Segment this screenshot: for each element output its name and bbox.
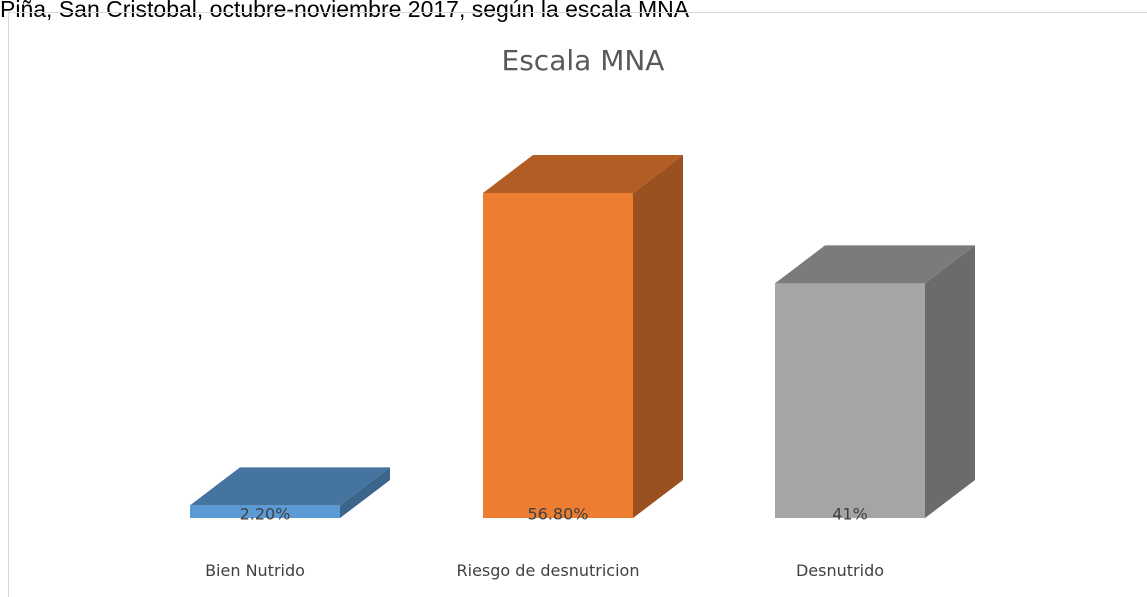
bar — [483, 193, 633, 518]
bar-top-shade — [775, 245, 975, 284]
bar-side-shade — [340, 467, 390, 518]
data-label: 56.80% — [527, 505, 588, 524]
bar-side — [340, 467, 390, 518]
caption: Piña, San Cristobal, octubre-noviembre 2… — [0, 0, 690, 22]
x-tick-label: Bien Nutrido — [205, 561, 305, 580]
data-label: 2.20% — [240, 505, 291, 524]
x-tick-label: Desnutrido — [796, 561, 884, 580]
bar-top-shade — [483, 155, 683, 193]
bar-top — [775, 245, 975, 284]
chart-border — [8, 12, 1147, 597]
bar — [190, 505, 340, 518]
bar-side — [925, 245, 975, 519]
bar-top-shade — [190, 467, 390, 506]
bar-top — [190, 467, 390, 506]
chart-title: Escala MNA — [502, 44, 665, 77]
bar-top — [483, 155, 683, 193]
bar-side — [633, 155, 683, 518]
data-label: 41% — [832, 505, 868, 524]
bar-side-shade — [925, 245, 975, 519]
bar-side-shade — [633, 155, 683, 518]
bar — [775, 283, 925, 518]
x-tick-label: Riesgo de desnutricion — [457, 561, 640, 580]
